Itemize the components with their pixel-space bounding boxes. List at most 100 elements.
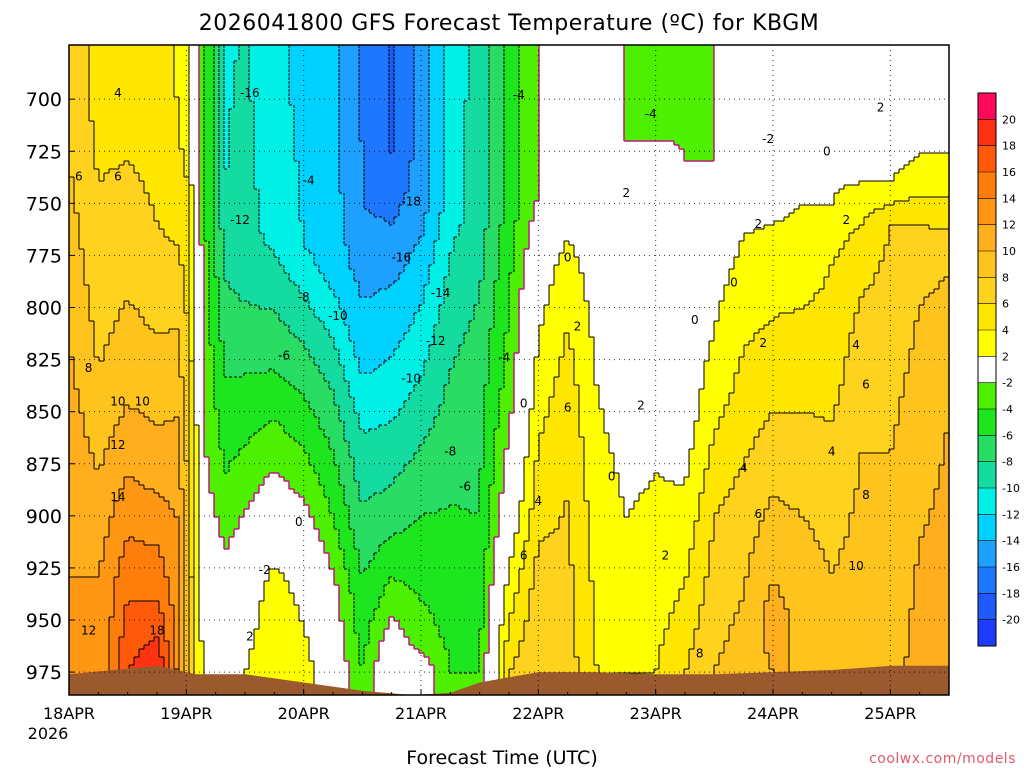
- temperature-cell: [489, 189, 505, 194]
- temperature-cell: [689, 653, 720, 658]
- temperature-cell: [499, 393, 515, 398]
- temperature-cell: [339, 137, 360, 142]
- temperature-cell: [384, 541, 490, 546]
- temperature-cell: [504, 477, 525, 482]
- temperature-cell: [69, 449, 90, 454]
- colorbar-swatch: [978, 514, 996, 542]
- temperature-cell: [214, 369, 225, 374]
- temperature-cell: [714, 57, 949, 62]
- temperature-cell: [189, 445, 195, 450]
- temperature-cell: [209, 333, 220, 338]
- temperature-cell: [489, 141, 505, 146]
- temperature-cell: [339, 133, 360, 138]
- temperature-cell: [184, 421, 190, 426]
- temperature-cell: [394, 113, 415, 118]
- colorbar-label: 16: [1002, 166, 1016, 179]
- temperature-cell: [509, 297, 520, 302]
- temperature-cell: [224, 149, 230, 154]
- temperature-cell: [284, 429, 325, 434]
- temperature-cell: [464, 137, 490, 142]
- temperature-cell: [504, 641, 520, 646]
- temperature-cell: [194, 293, 205, 298]
- temperature-cell: [764, 609, 790, 614]
- temperature-cell: [254, 113, 295, 118]
- temperature-cell: [339, 617, 355, 622]
- temperature-cell: [429, 269, 450, 274]
- colorbar-label: -18: [1002, 587, 1020, 600]
- temperature-cell: [854, 329, 915, 334]
- temperature-cell: [929, 509, 949, 514]
- temperature-cell: [414, 145, 430, 150]
- temperature-cell: [94, 145, 180, 150]
- temperature-cell: [289, 65, 340, 70]
- temperature-cell: [189, 161, 200, 166]
- contour-label: 12: [81, 623, 96, 637]
- temperature-cell: [569, 541, 590, 546]
- temperature-cell: [389, 81, 395, 86]
- temperature-cell: [204, 213, 215, 218]
- temperature-cell: [304, 633, 345, 638]
- temperature-cell: [494, 453, 505, 458]
- temperature-cell: [509, 417, 530, 422]
- temperature-cell: [79, 393, 185, 398]
- temperature-cell: [174, 85, 190, 90]
- temperature-cell: [224, 49, 240, 54]
- temperature-cell: [319, 265, 350, 270]
- temperature-cell: [359, 113, 390, 118]
- temperature-cell: [359, 489, 385, 494]
- temperature-cell: [514, 241, 530, 246]
- y-tick-label: 950: [26, 610, 62, 632]
- temperature-cell: [714, 77, 949, 82]
- temperature-cell: [684, 157, 715, 162]
- temperature-cell: [744, 233, 850, 238]
- temperature-cell: [339, 153, 365, 158]
- temperature-cell: [304, 297, 340, 302]
- temperature-cell: [119, 561, 165, 566]
- temperature-cell: [554, 385, 580, 390]
- temperature-cell: [69, 249, 85, 254]
- temperature-cell: [704, 585, 745, 590]
- temperature-cell: [394, 73, 415, 78]
- temperature-cell: [539, 49, 625, 54]
- temperature-cell: [464, 169, 490, 174]
- temperature-cell: [839, 397, 900, 402]
- temperature-cell: [209, 293, 220, 298]
- temperature-cell: [69, 585, 115, 590]
- temperature-cell: [229, 121, 255, 126]
- temperature-cell: [259, 197, 300, 202]
- temperature-cell: [779, 589, 915, 594]
- temperature-cell: [514, 269, 525, 274]
- temperature-cell: [739, 473, 860, 478]
- temperature-cell: [834, 193, 949, 198]
- temperature-cell: [199, 453, 205, 458]
- temperature-cell: [579, 385, 600, 390]
- temperature-cell: [319, 369, 345, 374]
- contour-label: 6: [564, 401, 572, 415]
- temperature-cell: [259, 613, 300, 618]
- temperature-cell: [194, 245, 205, 250]
- temperature-cell: [204, 393, 215, 398]
- temperature-cell: [519, 169, 540, 174]
- temperature-cell: [554, 529, 570, 534]
- temperature-cell: [109, 525, 180, 530]
- temperature-cell: [674, 605, 700, 610]
- temperature-cell: [224, 461, 230, 466]
- temperature-cell: [509, 289, 520, 294]
- temperature-cell: [364, 153, 415, 158]
- temperature-cell: [69, 277, 85, 282]
- temperature-cell: [344, 493, 360, 498]
- temperature-cell: [519, 501, 535, 506]
- temperature-cell: [299, 169, 340, 174]
- temperature-cell: [79, 241, 175, 246]
- temperature-cell: [354, 537, 390, 542]
- temperature-cell: [504, 365, 515, 370]
- temperature-cell: [194, 437, 200, 442]
- temperature-cell: [359, 81, 390, 86]
- temperature-cell: [189, 625, 195, 630]
- temperature-cell: [504, 593, 515, 598]
- temperature-cell: [209, 245, 215, 250]
- x-tick-label: 25APR: [864, 704, 916, 723]
- temperature-cell: [119, 557, 165, 562]
- temperature-cell: [434, 685, 485, 690]
- colorbar-swatch: [978, 619, 996, 647]
